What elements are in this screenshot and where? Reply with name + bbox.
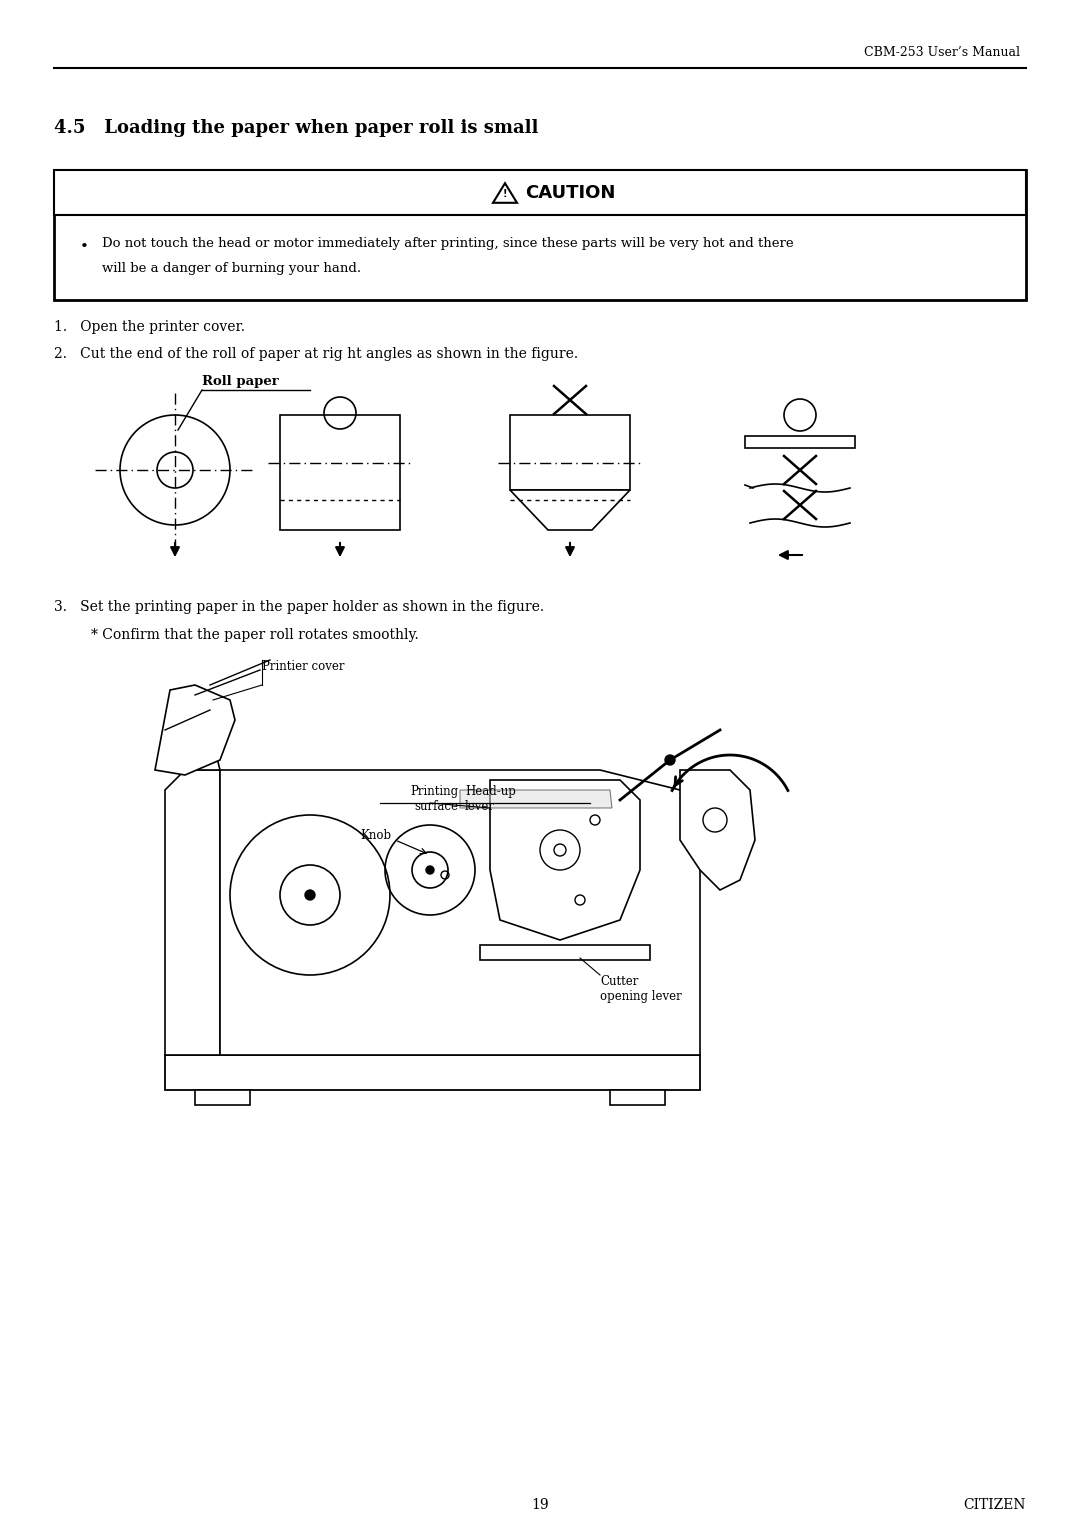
- Text: Head-up
lever: Head-up lever: [465, 785, 516, 813]
- Text: 4.5   Loading the paper when paper roll is small: 4.5 Loading the paper when paper roll is…: [54, 119, 538, 138]
- Polygon shape: [165, 770, 220, 1054]
- Circle shape: [305, 889, 315, 900]
- Circle shape: [665, 755, 675, 766]
- Text: Do not touch the head or motor immediately after printing, since these parts wil: Do not touch the head or motor immediate…: [102, 237, 794, 251]
- Text: will be a danger of burning your hand.: will be a danger of burning your hand.: [102, 261, 361, 275]
- Polygon shape: [490, 779, 640, 940]
- Polygon shape: [220, 770, 700, 1054]
- Polygon shape: [460, 790, 612, 808]
- Bar: [195, 1089, 249, 1105]
- Bar: [510, 416, 630, 490]
- Text: Printing
surface: Printing surface: [410, 785, 458, 813]
- Text: 2.   Cut the end of the roll of paper at rig ht angles as shown in the figure.: 2. Cut the end of the roll of paper at r…: [54, 347, 578, 361]
- Text: 1.   Open the printer cover.: 1. Open the printer cover.: [54, 319, 245, 335]
- Text: •: •: [80, 240, 89, 254]
- Bar: [280, 416, 400, 530]
- Text: Printier cover: Printier cover: [262, 660, 345, 672]
- Text: !: !: [503, 189, 508, 199]
- Polygon shape: [510, 490, 630, 530]
- Text: Cutter
opening lever: Cutter opening lever: [600, 975, 681, 1002]
- Text: CITIZEN: CITIZEN: [963, 1497, 1026, 1513]
- Bar: [745, 435, 855, 448]
- Polygon shape: [156, 685, 235, 775]
- Polygon shape: [480, 944, 650, 960]
- Bar: [54, 170, 1026, 299]
- Bar: [610, 1089, 665, 1105]
- Polygon shape: [680, 770, 755, 889]
- Bar: [54, 170, 1026, 215]
- Text: CBM-253 User’s Manual: CBM-253 User’s Manual: [864, 46, 1020, 58]
- Polygon shape: [492, 183, 517, 203]
- Circle shape: [426, 866, 434, 874]
- Text: 3.   Set the printing paper in the paper holder as shown in the figure.: 3. Set the printing paper in the paper h…: [54, 601, 544, 614]
- Text: CAUTION: CAUTION: [525, 183, 616, 202]
- Polygon shape: [165, 1054, 700, 1089]
- Text: Roll paper: Roll paper: [202, 374, 279, 388]
- Text: 19: 19: [531, 1497, 549, 1513]
- Text: Knob: Knob: [360, 828, 391, 842]
- Polygon shape: [165, 750, 220, 770]
- Text: * Confirm that the paper roll rotates smoothly.: * Confirm that the paper roll rotates sm…: [91, 628, 419, 642]
